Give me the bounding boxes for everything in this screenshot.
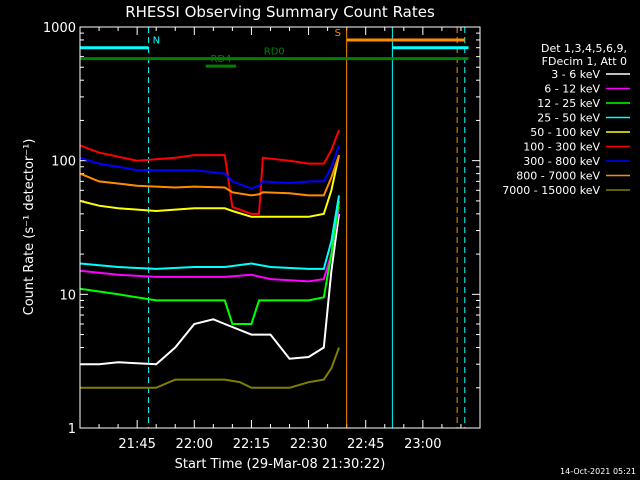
- legend-entry: 6 - 12 keV: [544, 83, 600, 96]
- footer-date: 14-Oct-2021 05:21: [560, 467, 636, 476]
- annotation-label: S: [335, 28, 341, 39]
- series-line: [79, 154, 340, 218]
- event-markers: [148, 27, 466, 428]
- legend-entry: 800 - 7000 keV: [516, 170, 600, 183]
- x-axis-label: Start Time (29-Mar-08 21:30:22): [175, 457, 386, 472]
- series-line: [80, 347, 340, 389]
- y-tick-label: 100: [51, 155, 76, 170]
- series-lines: [79, 129, 340, 389]
- legend-entry: 50 - 100 keV: [530, 126, 600, 139]
- x-tick-label: 22:00: [176, 437, 213, 452]
- series-line: [79, 206, 340, 283]
- legend-entry: 3 - 6 keV: [551, 68, 600, 81]
- annotation-label: N: [153, 36, 160, 47]
- series-line: [79, 200, 340, 325]
- x-tick-label: 22:15: [233, 437, 270, 452]
- legend-entry: 25 - 50 keV: [537, 112, 600, 125]
- legend-header: FDecim 1, Att 0: [542, 55, 627, 68]
- series-line: [79, 129, 340, 215]
- x-tick-label: 22:45: [347, 437, 384, 452]
- legend-entry: 12 - 25 keV: [537, 97, 600, 110]
- series-line: [79, 154, 340, 197]
- annotation-label: RD0: [264, 47, 285, 58]
- legend-entry: 300 - 800 keV: [523, 155, 600, 168]
- axis-ticks: 21:45 22:00 22:15 22:30 22:45 23:00 1 10 100 1000: [43, 21, 480, 452]
- y-tick-label: 10: [59, 288, 76, 303]
- y-tick-label: 1000: [43, 21, 76, 36]
- series-line: [79, 145, 340, 190]
- legend-entry: 7000 - 15000 keV: [502, 184, 600, 197]
- x-tick-label: 22:30: [290, 437, 327, 452]
- chart-title: RHESSI Observing Summary Count Rates: [125, 3, 435, 21]
- annotations: N S RD0 RD4: [80, 28, 469, 68]
- x-tick-label: 21:45: [118, 437, 155, 452]
- y-axis-label: Count Rate (s⁻¹ detector⁻¹): [22, 139, 37, 316]
- y-tick-label: 1: [68, 422, 76, 437]
- plot-frame: [79, 26, 481, 429]
- series-line: [80, 213, 340, 366]
- legend: Det 1,3,4,5,6,9,FDecim 1, Att 03 - 6 keV…: [502, 42, 630, 197]
- series-line: [79, 195, 340, 270]
- x-tick-label: 23:00: [404, 437, 441, 452]
- legend-entry: 100 - 300 keV: [523, 141, 600, 154]
- annotation-label: RD4: [210, 54, 231, 65]
- legend-header: Det 1,3,4,5,6,9,: [541, 42, 627, 55]
